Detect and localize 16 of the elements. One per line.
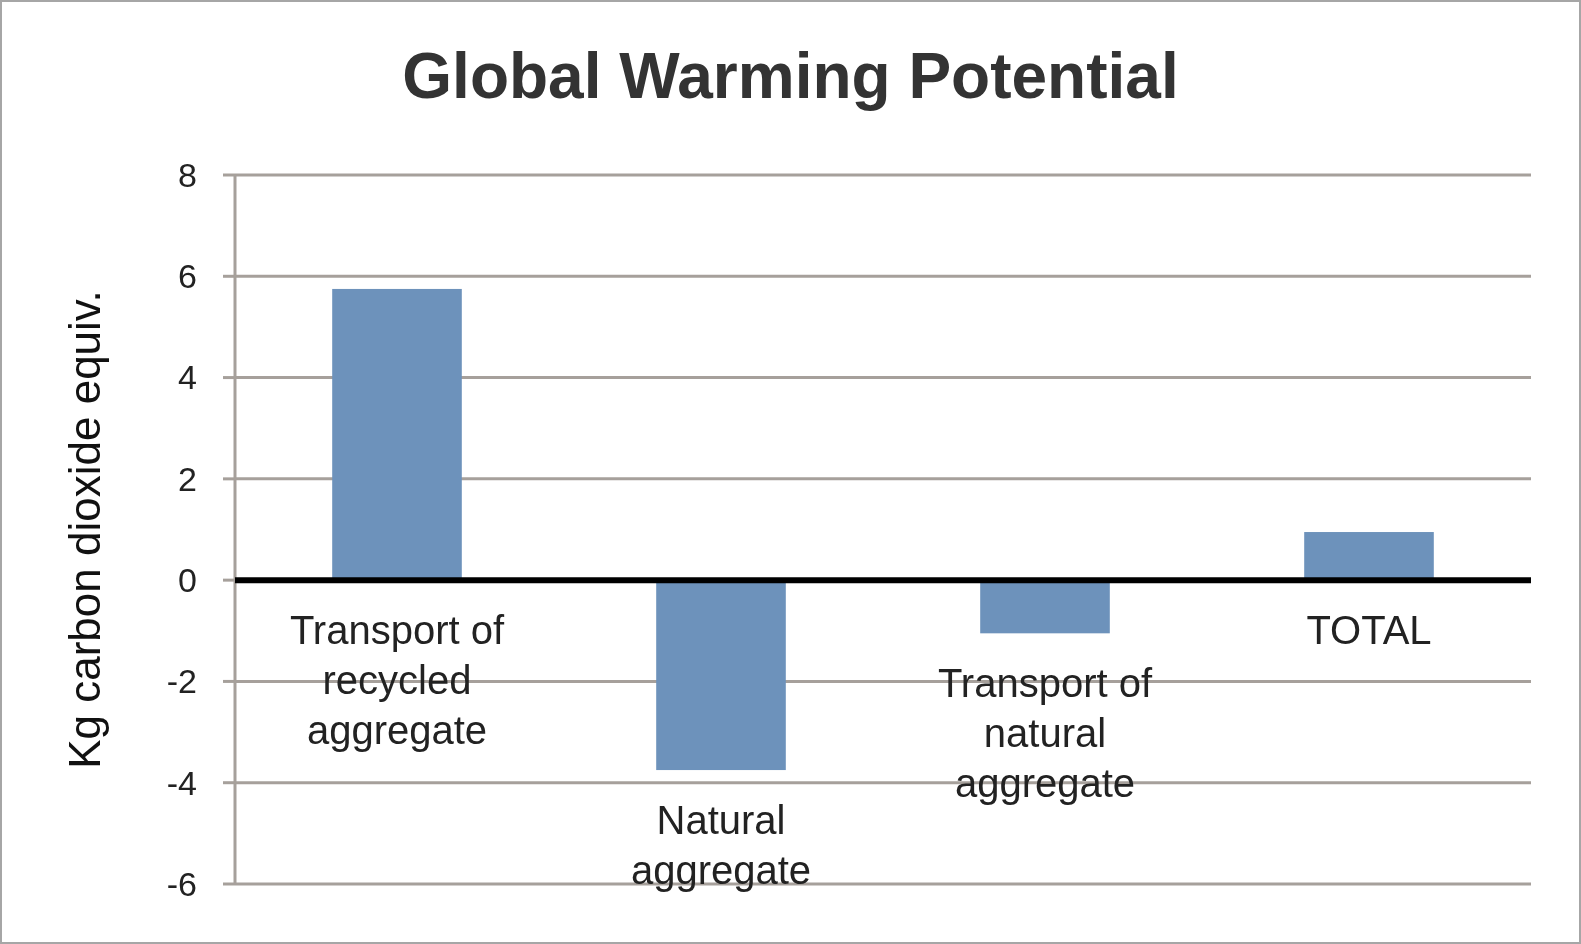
y-tick-label: 4: [178, 358, 197, 397]
y-tick-label: 0: [178, 561, 197, 600]
x-tick-label: Transport of natural aggregate: [937, 661, 1153, 806]
bar: [980, 580, 1110, 634]
y-tick-label: 6: [178, 257, 197, 296]
bar: [656, 580, 786, 771]
y-tick-label: -6: [166, 864, 197, 903]
y-axis-title: Kg carbon dioxide equiv.: [60, 290, 109, 769]
y-tick-label: 2: [178, 459, 197, 498]
y-tick-label: -4: [166, 763, 197, 802]
x-tick-label: Natural aggregate: [630, 798, 812, 893]
y-tick-label: 8: [178, 155, 197, 194]
x-tick-label: Transport of recycled aggregate: [289, 608, 505, 753]
x-tick-label: TOTAL: [1306, 608, 1432, 653]
chart-title: Global Warming Potential: [402, 40, 1179, 112]
y-tick-label: -2: [166, 662, 197, 701]
